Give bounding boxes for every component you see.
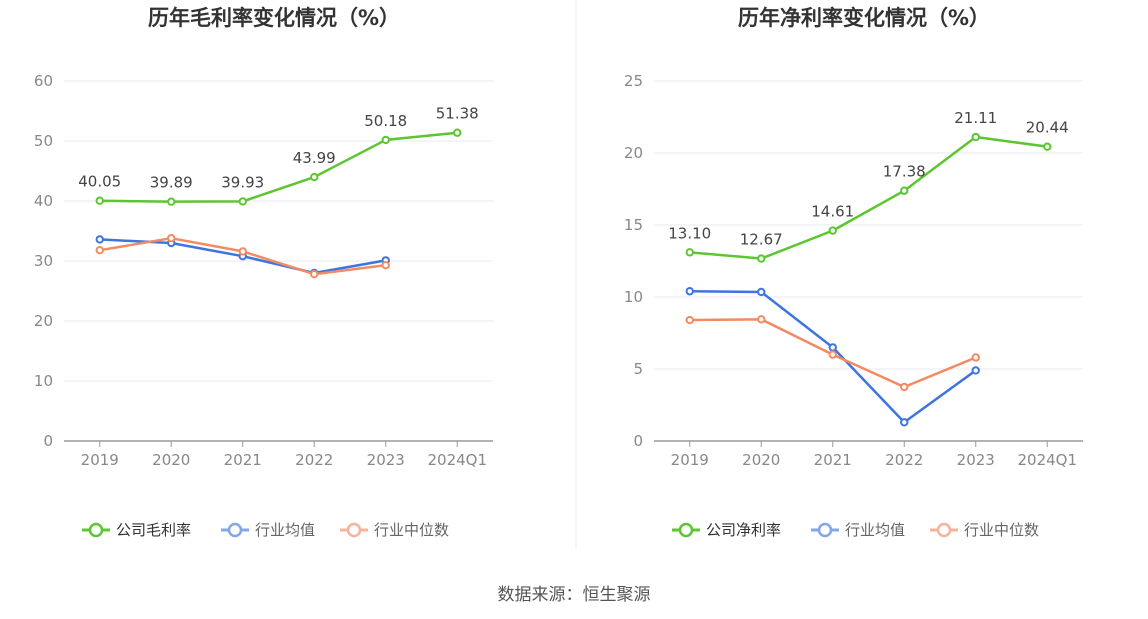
chart1-data-point (167, 234, 176, 243)
chart1-data-point (95, 246, 104, 255)
chart1-title: 历年毛利率变化情况（%） (148, 6, 400, 30)
chart2-title: 历年净利率变化情况（%） (738, 6, 990, 30)
chart2-data-label: 21.11 (954, 109, 997, 127)
chart1-data-point (453, 128, 462, 137)
chart2-legend-item-1[interactable]: 公司净利率 (672, 521, 781, 539)
chart1-data-label: 39.89 (150, 174, 193, 192)
data-source-note: 数据来源：恒生聚源 (497, 585, 651, 605)
chart1-data-point (167, 197, 176, 206)
chart2-data-point (828, 343, 837, 352)
chart1-data-label: 39.93 (221, 173, 264, 191)
chart1-data-label: 40.05 (78, 173, 121, 191)
chart2-data-point (971, 353, 980, 362)
chart1-data-label: 50.18 (364, 112, 407, 130)
chart1-data-label: 43.99 (293, 149, 336, 167)
chart1-data-point (95, 196, 104, 205)
chart2-data-point (757, 315, 766, 324)
chart2-data-point (685, 315, 694, 325)
chart2-legend-item-3[interactable]: 行业中位数 (930, 521, 1039, 539)
legend-label: 行业中位数 (964, 521, 1039, 539)
chart1-y-tick-label: 0 (43, 432, 53, 450)
chart1-data-point (238, 197, 247, 206)
chart1-legend-item-1[interactable]: 公司毛利率 (82, 521, 191, 539)
chart2-x-tick-label: 2019 (671, 451, 709, 469)
chart1-y-tick-label: 60 (34, 72, 53, 90)
legend-label: 公司净利率 (706, 521, 781, 539)
chart2-series-line-1 (689, 135, 1048, 260)
legend-marker (678, 522, 694, 538)
chart1-y-tick-label: 10 (34, 372, 53, 390)
legend-marker (88, 522, 104, 538)
chart1-data-point (310, 270, 319, 279)
chart2-data-label: 20.44 (1026, 119, 1069, 137)
chart1-x-tick-label: 2021 (224, 451, 262, 469)
chart2-data-point (757, 254, 766, 263)
chart2-data-label: 12.67 (740, 231, 783, 249)
chart2-data-point (1043, 142, 1052, 151)
chart2-legend-item-2[interactable]: 行业均值 (811, 521, 905, 539)
chart2-data-point (757, 287, 766, 297)
chart1-data-point (238, 247, 247, 256)
chart2-y-tick-label: 5 (633, 360, 643, 378)
chart1-data-point (381, 261, 390, 270)
chart1-y-tick-label: 40 (34, 192, 53, 210)
chart1-x-tick-label: 2024Q1 (427, 451, 487, 469)
chart2-x-tick-label: 2021 (814, 451, 852, 469)
chart2-y-tick-label: 15 (624, 216, 643, 234)
chart1-x-tick-label: 2023 (367, 451, 405, 469)
chart2-data-label: 13.10 (668, 224, 711, 242)
chart1-y-tick-label: 50 (34, 132, 53, 150)
legend-marker (227, 522, 243, 538)
chart2-data-point (971, 366, 980, 375)
chart1-x-tick-label: 2020 (152, 451, 190, 469)
chart-panel-2: 历年净利率变化情况（%） 0 5 10 15 20 25 2019 2020 2021 2022 20… (624, 6, 1083, 539)
legend-label: 行业中位数 (374, 521, 449, 539)
chart1-data-point (95, 235, 104, 244)
legend-label: 行业均值 (845, 521, 905, 539)
chart2-y-tick-label: 0 (633, 432, 643, 450)
chart2-data-point (971, 132, 980, 142)
chart2-data-point (900, 186, 909, 195)
chart1-series-line-1 (99, 131, 458, 203)
chart1-x-tick-label: 2019 (81, 451, 119, 469)
legend-label: 行业均值 (255, 521, 315, 539)
chart2-x-tick-label: 2022 (885, 451, 923, 469)
chart2-y-tick-label: 20 (624, 144, 643, 162)
chart2-data-point (828, 226, 837, 235)
chart2-data-point (685, 248, 694, 257)
chart1-data-point (381, 135, 390, 145)
chart1-y-tick-label: 20 (34, 312, 53, 330)
chart2-y-tick-label: 25 (624, 72, 643, 90)
legend-marker (936, 522, 952, 538)
legend-marker (346, 522, 362, 538)
chart2-data-label: 14.61 (811, 203, 854, 221)
chart2-x-tick-label: 2020 (742, 451, 780, 469)
chart2-data-point (900, 382, 909, 392)
chart2-data-label: 17.38 (883, 163, 926, 181)
chart2-y-tick-label: 10 (624, 288, 643, 306)
legend-label: 公司毛利率 (116, 521, 191, 539)
chart-panel-1: 历年毛利率变化情况（%） 0 10 20 30 40 50 60 2019 2020 2021 202… (34, 6, 493, 539)
chart1-legend-item-3[interactable]: 行业中位数 (340, 521, 449, 539)
chart2-data-point (685, 287, 694, 296)
chart2-data-point (900, 418, 909, 427)
legend-marker (817, 522, 833, 538)
chart2-x-tick-label: 2024Q1 (1017, 451, 1077, 469)
chart1-data-label: 51.38 (436, 105, 479, 123)
chart1-legend-item-2[interactable]: 行业均值 (221, 521, 315, 539)
chart2-x-tick-label: 2023 (957, 451, 995, 469)
chart1-x-tick-label: 2022 (295, 451, 333, 469)
chart1-y-tick-label: 30 (34, 252, 53, 270)
chart1-data-point (310, 172, 319, 182)
chart2-data-point (828, 350, 837, 359)
